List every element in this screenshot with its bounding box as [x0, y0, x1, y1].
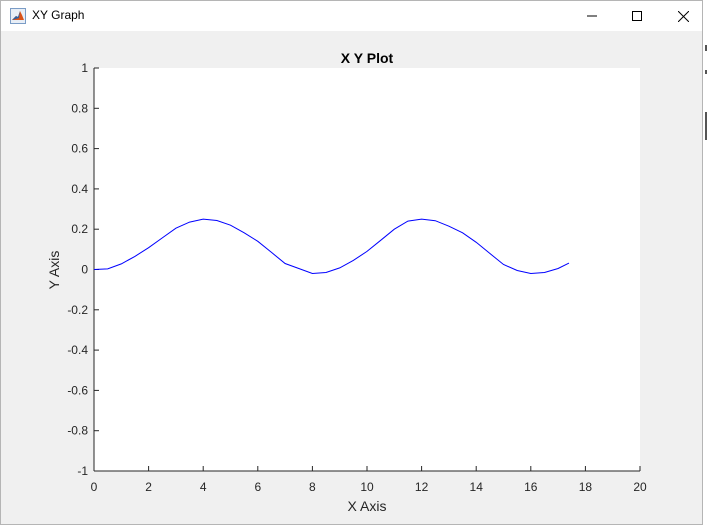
y-tick-label: -1 [77, 464, 88, 478]
x-tick-label: 8 [309, 480, 316, 494]
title-bar[interactable]: XY Graph [1, 1, 702, 31]
y-tick-label: -0.6 [67, 383, 88, 397]
maximize-button[interactable] [614, 1, 660, 31]
x-tick-label: 6 [254, 480, 261, 494]
background-window-edge [703, 0, 708, 525]
window-title: XY Graph [32, 8, 85, 22]
y-tick-label: 0.2 [71, 222, 88, 236]
minimize-button[interactable] [569, 1, 615, 31]
y-tick-label: 0.6 [71, 142, 88, 156]
x-tick-label: 20 [633, 480, 647, 494]
edge-mark [705, 112, 707, 140]
matlab-app-icon [10, 8, 26, 24]
y-tick-label: -0.4 [67, 343, 88, 357]
x-tick-label: 0 [91, 480, 98, 494]
y-tick-label: 0.4 [71, 182, 88, 196]
y-axis-label: Y Axis [46, 251, 62, 290]
x-tick-label: 12 [415, 480, 429, 494]
x-tick-label: 14 [470, 480, 484, 494]
axes-background [94, 68, 640, 471]
y-tick-label: 1 [81, 61, 88, 75]
x-tick-label: 2 [145, 480, 152, 494]
chart-title: X Y Plot [341, 50, 394, 66]
y-tick-label: -0.8 [67, 424, 88, 438]
series-line [93, 218, 570, 275]
y-tick-label: -0.2 [67, 303, 88, 317]
x-tick-label: 10 [360, 480, 374, 494]
x-tick-label: 18 [579, 480, 593, 494]
x-axis-label: X Axis [348, 498, 387, 514]
close-icon [677, 10, 689, 22]
y-tick-label: 0.8 [71, 101, 88, 115]
y-tick-label: 0 [81, 263, 88, 277]
minimize-icon [587, 11, 597, 21]
x-tick-label: 4 [200, 480, 207, 494]
edge-mark [705, 70, 707, 74]
maximize-icon [632, 11, 642, 21]
edge-mark [705, 45, 707, 51]
x-tick-label: 16 [524, 480, 538, 494]
close-button[interactable] [660, 1, 706, 31]
